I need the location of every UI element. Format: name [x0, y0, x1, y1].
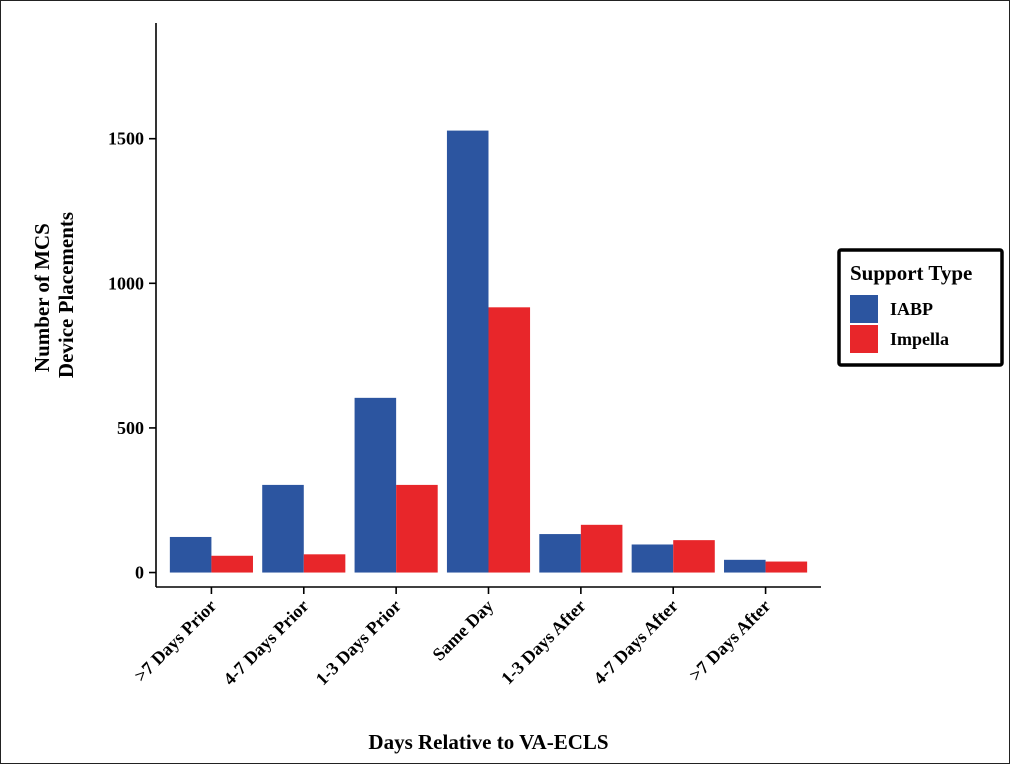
legend: Support Type IABP Impella [837, 248, 1004, 367]
x-tick-label: 4-7 Days Prior [219, 596, 312, 689]
x-tick-label: >7 Days After [685, 596, 774, 685]
bar-iabp-2 [354, 397, 397, 573]
legend-box [837, 248, 1004, 367]
bar-impella-2 [396, 484, 438, 573]
legend-title: Support Type [850, 261, 972, 285]
bar-iabp-3 [446, 130, 489, 573]
x-tick-label: >7 Days Prior [130, 596, 220, 686]
x-tick-label: 1-3 Days After [497, 596, 590, 689]
x-axis-ticks: >7 Days Prior 4-7 Days Prior 1-3 Days Prio… [130, 587, 774, 689]
bar-impella-1 [303, 554, 346, 573]
bar-iabp-0 [169, 536, 212, 573]
x-axis-title: Days Relative to VA-ECLS [368, 730, 608, 754]
legend-label-impella: Impella [890, 329, 949, 349]
x-tick-label: 1-3 Days Prior [312, 596, 405, 689]
x-tick-label: 4-7 Days After [589, 596, 682, 689]
bar-impella-5 [673, 540, 715, 573]
y-tick-label: 500 [117, 418, 144, 438]
y-axis-title-line-1: Number of MCS [30, 223, 54, 372]
bar-iabp-4 [539, 534, 581, 573]
y-axis-ticks: 0 500 1000 1500 [108, 129, 156, 583]
bar-iabp-5 [631, 544, 674, 573]
y-tick-label: 1500 [108, 129, 144, 149]
bar-impella-4 [580, 524, 623, 573]
legend-swatch-iabp [850, 295, 878, 323]
y-axis-title: Number of MCS Device Placements [30, 212, 78, 378]
bar-iabp-1 [262, 484, 304, 573]
bar-impella-0 [211, 555, 253, 573]
y-tick-label: 0 [135, 563, 144, 583]
legend-label-iabp: IABP [890, 299, 933, 319]
y-axis-title-line-2: Device Placements [54, 212, 78, 378]
bar-iabp-6 [724, 559, 766, 573]
legend-swatch-impella [850, 325, 878, 353]
y-tick-label: 1000 [108, 273, 144, 293]
bar-impella-3 [488, 307, 531, 573]
x-tick-label: Same Day [428, 596, 497, 665]
bar-impella-6 [765, 561, 808, 573]
bars [169, 130, 808, 573]
